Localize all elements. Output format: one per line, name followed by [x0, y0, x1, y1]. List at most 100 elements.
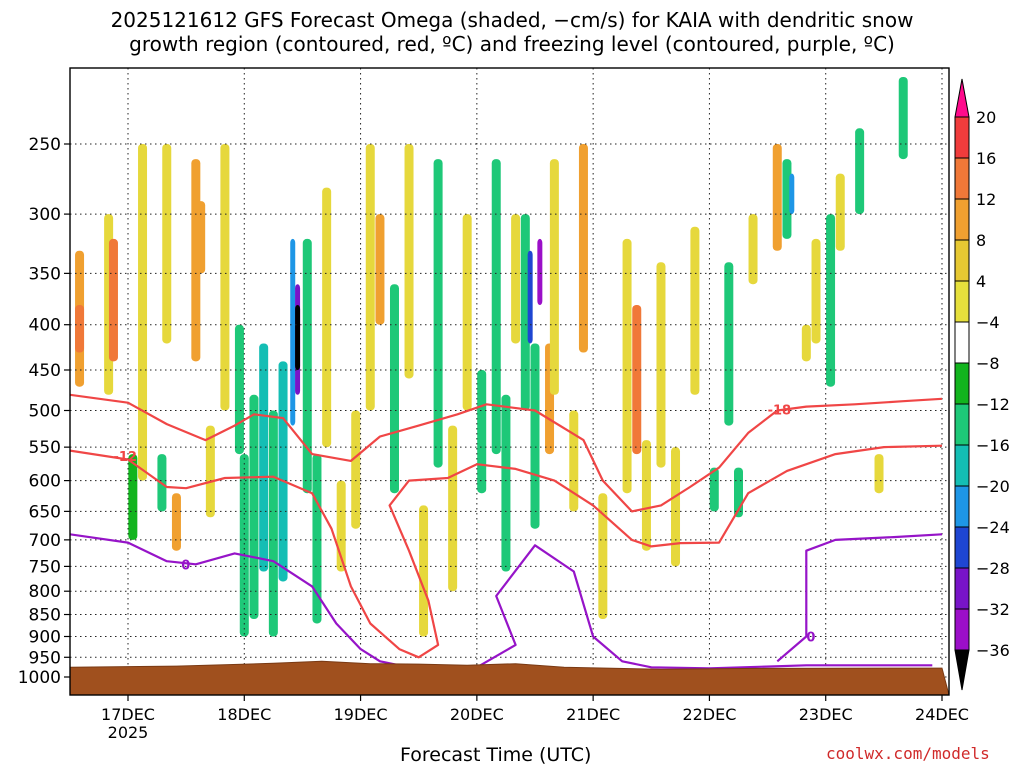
x-tick-label: 17DEC [101, 705, 155, 724]
colorbar-label: 12 [976, 190, 996, 209]
omega-cell [75, 304, 85, 353]
omega-cell [108, 238, 118, 362]
x-tick-label: 18DEC [217, 705, 271, 724]
omega-cell [302, 238, 312, 494]
terrain-surface [70, 660, 949, 695]
x-year-label: 2025 [108, 723, 149, 742]
omega-cell [772, 144, 782, 251]
y-tick-label: 500 [29, 402, 61, 422]
omega-cell [530, 343, 540, 529]
axes: 2503003504004505005506006507007508008509… [18, 135, 969, 742]
colorbar-box [954, 116, 970, 159]
omega-cell [598, 493, 608, 620]
colorbar-box [954, 239, 970, 282]
omega-cell [128, 454, 138, 540]
y-tick-label: 450 [29, 361, 61, 381]
omega-cell [171, 493, 181, 551]
colorbar-arrow-top [954, 78, 970, 118]
omega-cell [622, 238, 632, 494]
y-tick-label: 700 [29, 531, 61, 551]
omega-cell [295, 304, 301, 370]
colorbar-label: 8 [976, 231, 986, 250]
omega-cell [527, 250, 533, 344]
colorbar-label: −16 [976, 436, 1010, 455]
y-tick-label: 600 [29, 472, 61, 492]
omega-cell [375, 214, 385, 325]
colorbar-box [954, 444, 970, 487]
plot-frame [69, 67, 950, 696]
y-tick-label: 550 [29, 438, 61, 458]
omega-cell [748, 214, 758, 285]
omega-shading [75, 76, 908, 637]
y-tick-label: 300 [29, 205, 61, 225]
red-contour-label: -12 [113, 450, 137, 465]
omega-cell [433, 159, 443, 468]
omega-cell [278, 361, 288, 582]
colorbar-box [954, 485, 970, 528]
omega-cell [826, 214, 836, 387]
colorbar-box [954, 403, 970, 446]
y-tick-label: 850 [29, 606, 61, 626]
omega-cell [782, 159, 792, 239]
x-tick-label: 23DEC [799, 705, 853, 724]
colorbar-label: 20 [976, 108, 996, 127]
purple-contour-label: 0 [806, 630, 815, 645]
omega-cell [322, 187, 332, 448]
colorbar-label: −36 [976, 641, 1010, 660]
omega-cell [690, 226, 700, 395]
grid-lines [70, 68, 949, 695]
omega-cell [259, 343, 269, 572]
omega-cell [874, 454, 884, 494]
omega-cell [234, 324, 244, 455]
colorbar-box [954, 526, 970, 569]
omega-cell [709, 467, 719, 512]
omega-cell [290, 238, 296, 426]
omega-cell [671, 447, 681, 567]
source-credit[interactable]: coolwx.com/models [826, 744, 990, 763]
colorbar-label: −20 [976, 477, 1010, 496]
colorbar-box [954, 362, 970, 405]
omega-cell [491, 159, 501, 455]
purple-contour-line [70, 533, 933, 670]
y-tick-label: 950 [29, 648, 61, 668]
omega-cell [578, 144, 588, 353]
omega-cell [835, 173, 845, 251]
colorbar-label: −12 [976, 395, 1010, 414]
omega-cell [811, 238, 821, 344]
omega-cell [404, 144, 414, 379]
omega-cell [138, 144, 148, 481]
omega-cell [501, 394, 511, 572]
x-tick-label: 22DEC [682, 705, 736, 724]
y-tick-label: 650 [29, 502, 61, 522]
y-tick-label: 800 [29, 582, 61, 602]
colorbar-arrow-bottom [954, 649, 970, 691]
x-axis-title: Forecast Time (UTC) [400, 744, 592, 766]
omega-cell [249, 394, 259, 620]
x-tick-label: 20DEC [450, 705, 504, 724]
omega-cell [239, 454, 249, 637]
plot-area: -18 -12 0 0 [70, 68, 949, 695]
x-tick-label: 21DEC [566, 705, 620, 724]
omega-cell [641, 440, 651, 551]
terrain-fill [70, 660, 949, 695]
omega-cell [389, 284, 399, 494]
colorbar-label: −28 [976, 559, 1010, 578]
red-contour-label: -18 [768, 403, 792, 418]
chart-title-line-2: growth region (contoured, red, ºC) and f… [129, 32, 895, 56]
omega-cell [656, 262, 666, 468]
omega-cell [801, 324, 811, 362]
omega-cell [632, 304, 642, 455]
colorbar-box [954, 157, 970, 200]
colorbar-label: −32 [976, 600, 1010, 619]
omega-cell [462, 214, 472, 411]
omega-cell [898, 76, 908, 160]
omega-cell [365, 144, 375, 411]
omega-cell [419, 505, 429, 637]
omega-cell [268, 410, 278, 637]
omega-cell [724, 262, 734, 426]
omega-cell [351, 410, 361, 529]
omega-cell [789, 173, 795, 215]
omega-cell [549, 159, 559, 395]
y-tick-label: 400 [29, 316, 61, 336]
